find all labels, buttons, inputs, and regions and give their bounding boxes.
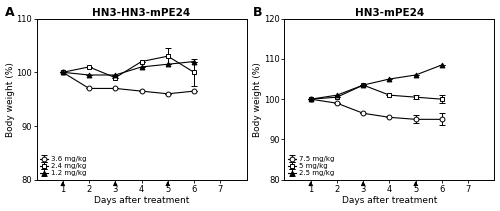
Title: HN3-mPE24: HN3-mPE24 [355, 8, 424, 18]
Text: B: B [253, 6, 262, 19]
Y-axis label: Body weight (%): Body weight (%) [6, 62, 15, 137]
Y-axis label: Body weight (%): Body weight (%) [254, 62, 262, 137]
X-axis label: Days after treatment: Days after treatment [342, 196, 437, 206]
X-axis label: Days after treatment: Days after treatment [94, 196, 189, 206]
Text: A: A [5, 6, 15, 19]
Title: HN3-HN3-mPE24: HN3-HN3-mPE24 [92, 8, 190, 18]
Legend: 3.6 mg/kg, 2.4 mg/kg, 1.2 mg/kg: 3.6 mg/kg, 2.4 mg/kg, 1.2 mg/kg [38, 155, 88, 178]
Legend: 7.5 mg/kg, 5 mg/kg, 2.5 mg/kg: 7.5 mg/kg, 5 mg/kg, 2.5 mg/kg [286, 155, 336, 178]
